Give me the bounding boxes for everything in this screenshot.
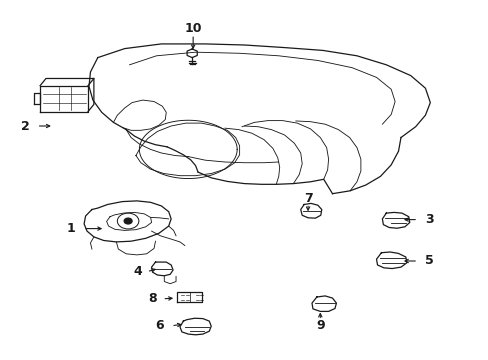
Text: 4: 4	[133, 265, 142, 278]
Text: 9: 9	[315, 319, 324, 332]
Text: 2: 2	[20, 120, 29, 132]
Text: 6: 6	[155, 319, 163, 332]
Text: 5: 5	[425, 255, 433, 267]
Text: 7: 7	[303, 192, 312, 204]
Text: 1: 1	[67, 222, 76, 235]
Circle shape	[124, 218, 132, 224]
Text: 3: 3	[425, 213, 433, 226]
Text: 8: 8	[147, 292, 156, 305]
Text: 10: 10	[184, 22, 202, 35]
